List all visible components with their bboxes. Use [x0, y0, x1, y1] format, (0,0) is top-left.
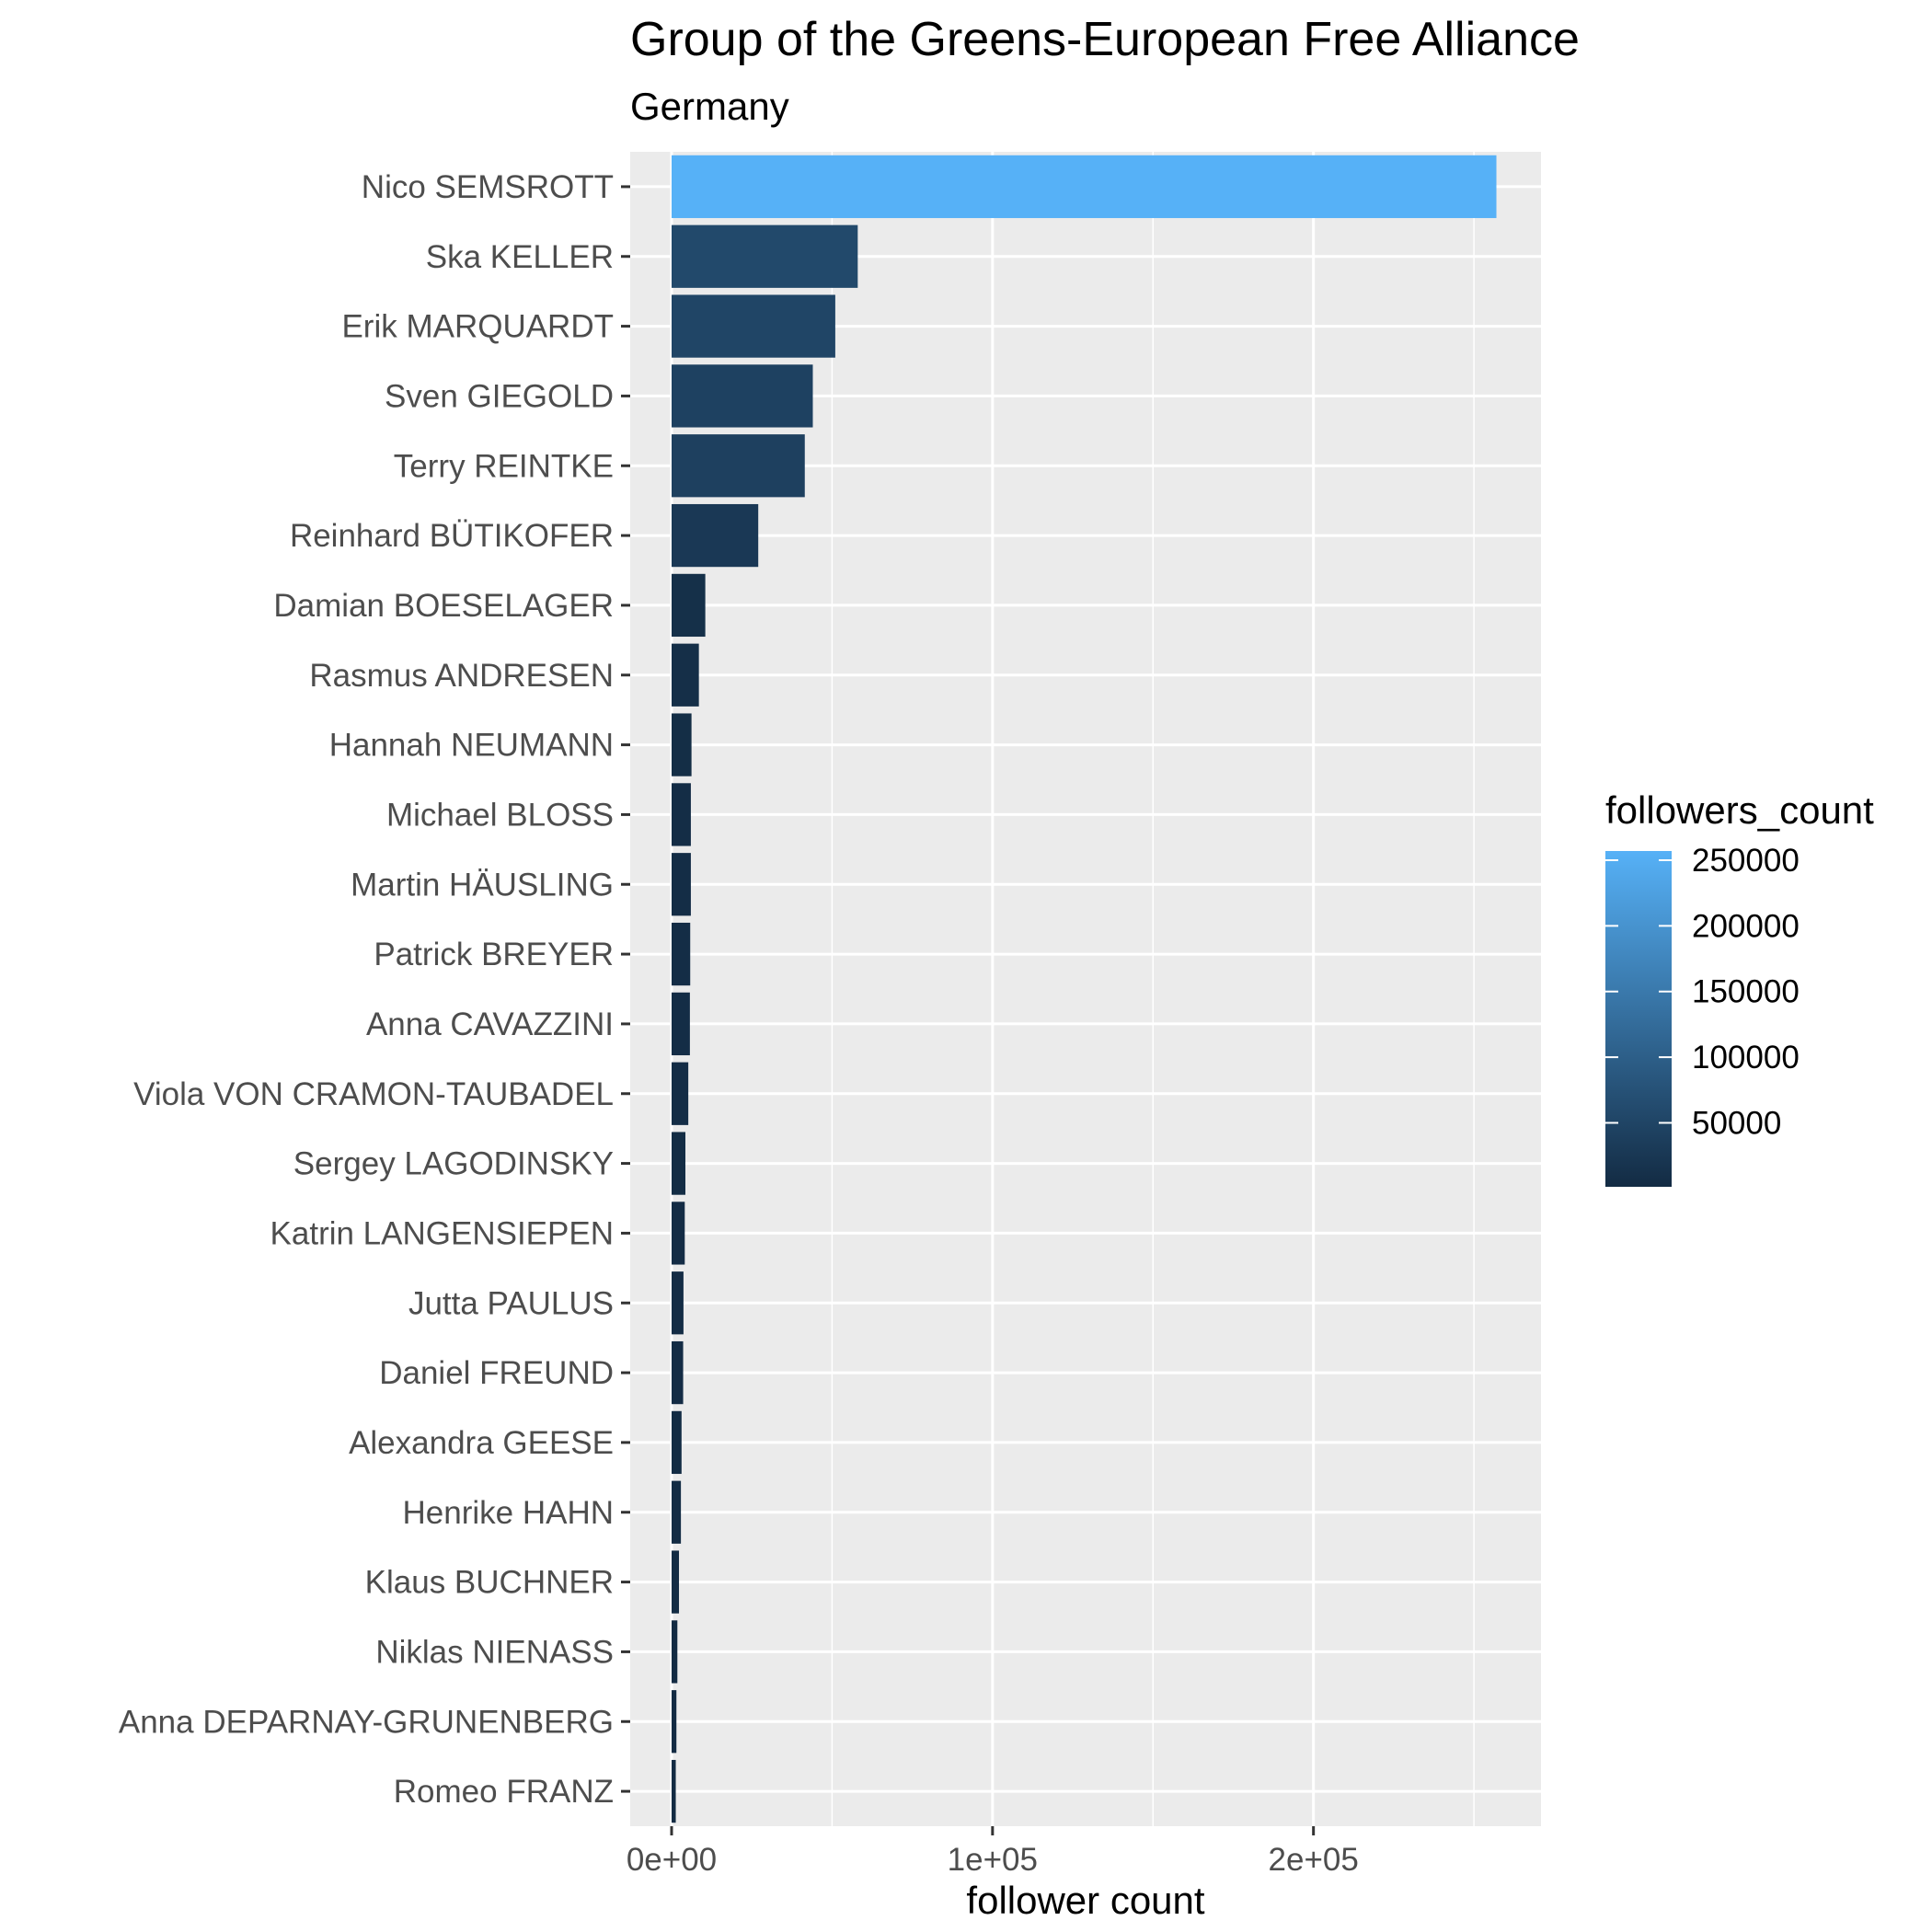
- y-tick-label: Michael BLOSS: [386, 797, 614, 833]
- y-tick-label: Klaus BUCHNER: [365, 1565, 614, 1601]
- bar: [672, 1480, 682, 1544]
- y-tick-label: Martin HÄUSLING: [351, 867, 614, 903]
- legend: followers_count 250000 200000 150000 100000…: [1605, 788, 1874, 1187]
- chart-title: Group of the Greens-European Free Allian…: [630, 13, 1580, 66]
- legend-label: 100000: [1692, 1040, 1800, 1075]
- y-tick-label: Sven GIEGOLD: [385, 378, 614, 414]
- x-tick-label: 1e+05: [948, 1842, 1038, 1878]
- y-tick-label: Viola VON CRAMON-TAUBADEL: [133, 1076, 614, 1112]
- bar: [672, 1062, 689, 1125]
- y-tick-label: Katrin LANGENSIEPEN: [270, 1215, 614, 1251]
- bar: [672, 1550, 680, 1614]
- bar: [672, 1410, 682, 1475]
- y-tick-label: Ska KELLER: [426, 239, 614, 275]
- bar: [672, 783, 691, 846]
- bar: [672, 1690, 677, 1754]
- legend-colorbar: [1605, 851, 1672, 1187]
- y-tick-label: Patrick BREYER: [374, 937, 614, 972]
- bar: [672, 992, 690, 1056]
- y-tick-label: Erik MARQUARDT: [341, 309, 614, 345]
- x-axis: 0e+00 1e+05 2e+05: [627, 1826, 1359, 1878]
- y-tick-label: Anna DEPARNAY-GRUNENBERG: [119, 1704, 614, 1740]
- legend-label: 250000: [1692, 843, 1800, 879]
- legend-label: 50000: [1692, 1105, 1781, 1141]
- panel-background: [630, 152, 1541, 1826]
- bar: [672, 364, 813, 428]
- bar: [672, 853, 691, 916]
- y-tick-label: Damian BOESELAGER: [273, 588, 614, 624]
- y-tick-label: Daniel FREUND: [379, 1355, 614, 1391]
- bar: [672, 1340, 684, 1405]
- bar: [672, 1132, 685, 1195]
- plot-panel: [630, 152, 1541, 1826]
- bar: [672, 643, 699, 707]
- bar: [672, 573, 706, 638]
- bar: [672, 155, 1497, 219]
- legend-label: 200000: [1692, 908, 1800, 944]
- bar: [672, 713, 692, 776]
- bar: [672, 1202, 685, 1265]
- legend-label: 150000: [1692, 974, 1800, 1010]
- y-tick-label: Hannah NEUMANN: [329, 728, 614, 764]
- bar: [672, 1759, 676, 1823]
- y-tick-label: Rasmus ANDRESEN: [309, 658, 614, 694]
- bar: [672, 1271, 684, 1335]
- x-tick-label: 2e+05: [1269, 1842, 1359, 1878]
- bar: [672, 922, 691, 986]
- bar: [672, 503, 759, 568]
- y-tick-label: Romeo FRANZ: [394, 1774, 614, 1810]
- y-tick-label: Sergey LAGODINSKY: [293, 1146, 614, 1182]
- y-tick-label: Terry REINTKE: [394, 448, 614, 484]
- bars: [672, 155, 1497, 1823]
- bar: [672, 224, 858, 288]
- y-tick-label: Anna CAVAZZINI: [366, 1006, 614, 1042]
- bar: [672, 294, 835, 358]
- y-axis: Nico SEMSROTT Ska KELLER Erik MARQUARDT Sve…: [119, 169, 630, 1810]
- x-tick-label: 0e+00: [627, 1842, 717, 1878]
- y-tick-label: Alexandra GEESE: [349, 1425, 614, 1461]
- chart-subtitle: Germany: [630, 85, 789, 128]
- bar: [672, 1620, 678, 1684]
- bar: [672, 434, 805, 498]
- y-tick-label: Jutta PAULUS: [408, 1285, 614, 1321]
- x-axis-title: follower count: [966, 1879, 1204, 1922]
- y-tick-label: Nico SEMSROTT: [362, 169, 614, 205]
- legend-title: followers_count: [1605, 788, 1874, 832]
- y-tick-label: Niklas NIENASS: [375, 1634, 614, 1670]
- y-tick-label: Henrike HAHN: [403, 1495, 615, 1531]
- y-tick-label: Reinhard BÜTIKOFER: [290, 518, 614, 554]
